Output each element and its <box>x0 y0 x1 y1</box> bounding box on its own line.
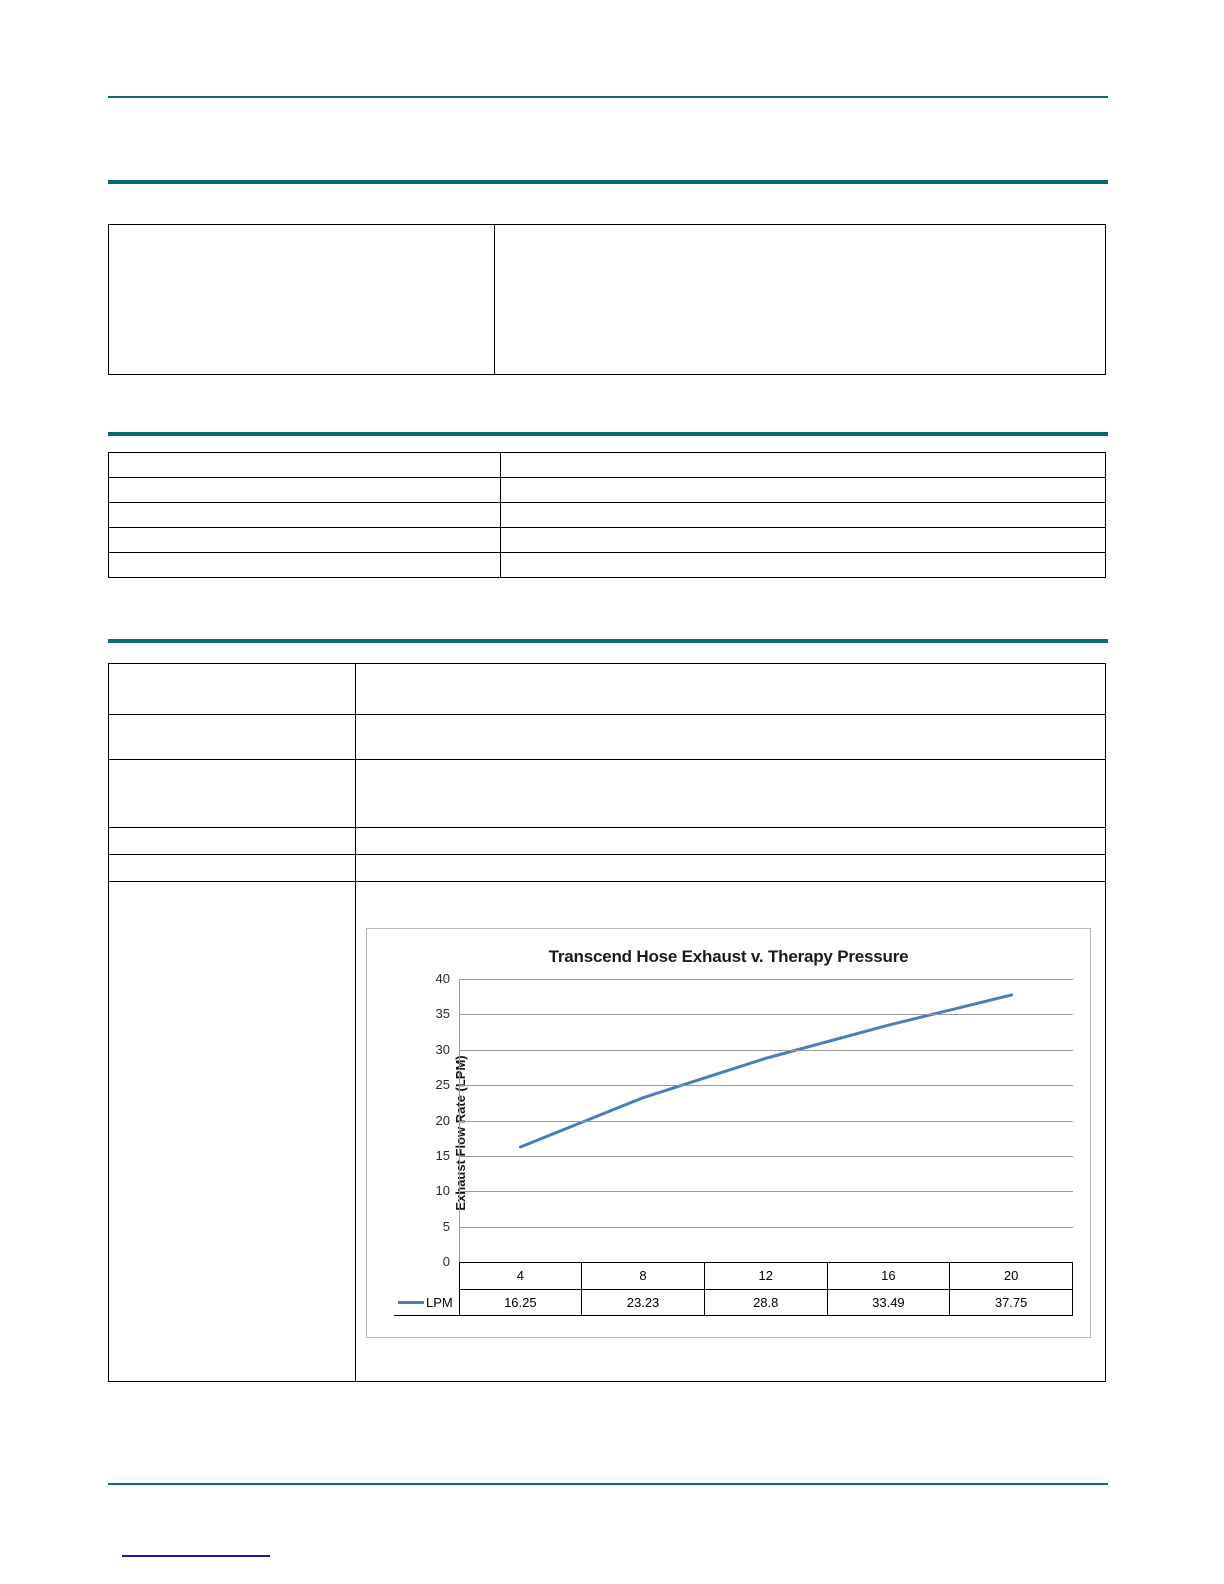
legend-line-swatch-icon <box>398 1301 424 1305</box>
section-one-rule <box>108 180 1108 184</box>
chart-value-cell: 33.49 <box>826 1288 951 1317</box>
table-cell-value <box>500 477 1106 503</box>
table-cell-label <box>108 452 501 478</box>
chart-series-line <box>520 995 1011 1147</box>
table-row <box>108 827 1106 855</box>
chart-legend-entry: LPM <box>394 1289 460 1317</box>
table-cell-label <box>108 502 501 528</box>
table-cell-value <box>355 854 1106 882</box>
chart-y-tick-label: 35 <box>435 1006 450 1022</box>
section-three-rule <box>108 639 1108 643</box>
section-two-rule <box>108 432 1108 436</box>
chart-gridline <box>459 1155 1073 1157</box>
performance-detail-table: Transcend Hose Exhaust v. Therapy Pressu… <box>108 663 1106 1382</box>
chart-y-tick-label: 0 <box>442 1254 450 1270</box>
table-cell-label <box>108 714 356 760</box>
chart-gridline <box>459 979 1073 980</box>
specification-list-table <box>108 452 1106 578</box>
table-row <box>108 527 1106 553</box>
chart-value-cell: 37.75 <box>949 1288 1073 1317</box>
table-row <box>108 452 1106 478</box>
table-row-chart: Transcend Hose Exhaust v. Therapy Pressu… <box>108 881 1106 1382</box>
table-cell-label <box>108 552 501 578</box>
chart-y-tick-label: 25 <box>435 1077 450 1093</box>
table-cell-label <box>108 663 356 715</box>
chart-category-cell: 12 <box>703 1262 828 1290</box>
table-row <box>108 714 1106 760</box>
table-cell-label <box>108 854 356 882</box>
chart-category-cell: 4 <box>458 1262 583 1290</box>
chart-gridline <box>459 1014 1073 1016</box>
table-cell-label <box>108 759 356 828</box>
table-cell-label <box>108 527 501 553</box>
chart-y-tick-label: 40 <box>435 971 450 987</box>
table-cell-chart: Transcend Hose Exhaust v. Therapy Pressu… <box>355 881 1106 1382</box>
table-row <box>108 502 1106 528</box>
chart-gridline <box>459 1226 1073 1228</box>
chart-table-spacer <box>394 1263 459 1290</box>
legend-series-label: LPM <box>426 1294 453 1310</box>
header-rule <box>108 96 1108 98</box>
table-cell-value <box>355 827 1106 855</box>
table-row <box>108 759 1106 828</box>
chart-category-cell: 16 <box>826 1262 951 1290</box>
table-row <box>108 224 1106 375</box>
chart-category-cell: 8 <box>581 1262 705 1290</box>
chart-value-row: LPM 16.25 23.23 28.8 33.49 37.75 <box>394 1288 1073 1317</box>
chart-category-row: 4 8 12 16 20 <box>394 1262 1073 1290</box>
table-cell-label <box>108 224 495 375</box>
chart-gridline <box>459 1120 1073 1122</box>
table-row <box>108 854 1106 882</box>
table-row <box>108 663 1106 715</box>
chart-gridline <box>459 1049 1073 1051</box>
table-cell-value <box>500 552 1106 578</box>
footer-rule <box>108 1483 1108 1485</box>
specification-summary-table <box>108 224 1106 375</box>
chart-y-tick-label: 15 <box>435 1148 450 1164</box>
table-cell-label <box>108 881 356 1382</box>
chart-gridline <box>459 1191 1073 1193</box>
table-cell-label <box>108 477 501 503</box>
exhaust-flow-chart: Transcend Hose Exhaust v. Therapy Pressu… <box>366 928 1091 1338</box>
chart-plot-area: 0 5 10 15 20 25 30 35 40 <box>436 971 1073 1269</box>
chart-y-tick-label: 10 <box>435 1183 450 1199</box>
table-cell-label <box>108 827 356 855</box>
table-row <box>108 477 1106 503</box>
footnote-separator <box>122 1555 270 1557</box>
table-cell-value <box>355 759 1106 828</box>
table-cell-value <box>500 502 1106 528</box>
chart-title: Transcend Hose Exhaust v. Therapy Pressu… <box>548 947 909 966</box>
chart-y-tick-label: 20 <box>435 1112 450 1128</box>
table-cell-value <box>494 224 1106 375</box>
chart-data-table: 4 8 12 16 20 LPM 16.25 23.23 28.8 33.49 37.75 <box>394 1262 1073 1317</box>
chart-value-cell: 23.23 <box>581 1288 705 1317</box>
table-cell-value <box>500 527 1106 553</box>
chart-value-cell: 16.25 <box>458 1288 583 1317</box>
chart-gridline <box>459 1085 1073 1087</box>
table-cell-value <box>355 714 1106 760</box>
table-cell-value <box>355 663 1106 715</box>
chart-y-tick-label: 30 <box>435 1041 450 1057</box>
table-cell-value <box>500 452 1106 478</box>
chart-category-cell: 20 <box>949 1262 1073 1290</box>
chart-value-cell: 28.8 <box>703 1288 828 1317</box>
table-row <box>108 552 1106 578</box>
chart-y-tick-label: 5 <box>442 1218 450 1234</box>
